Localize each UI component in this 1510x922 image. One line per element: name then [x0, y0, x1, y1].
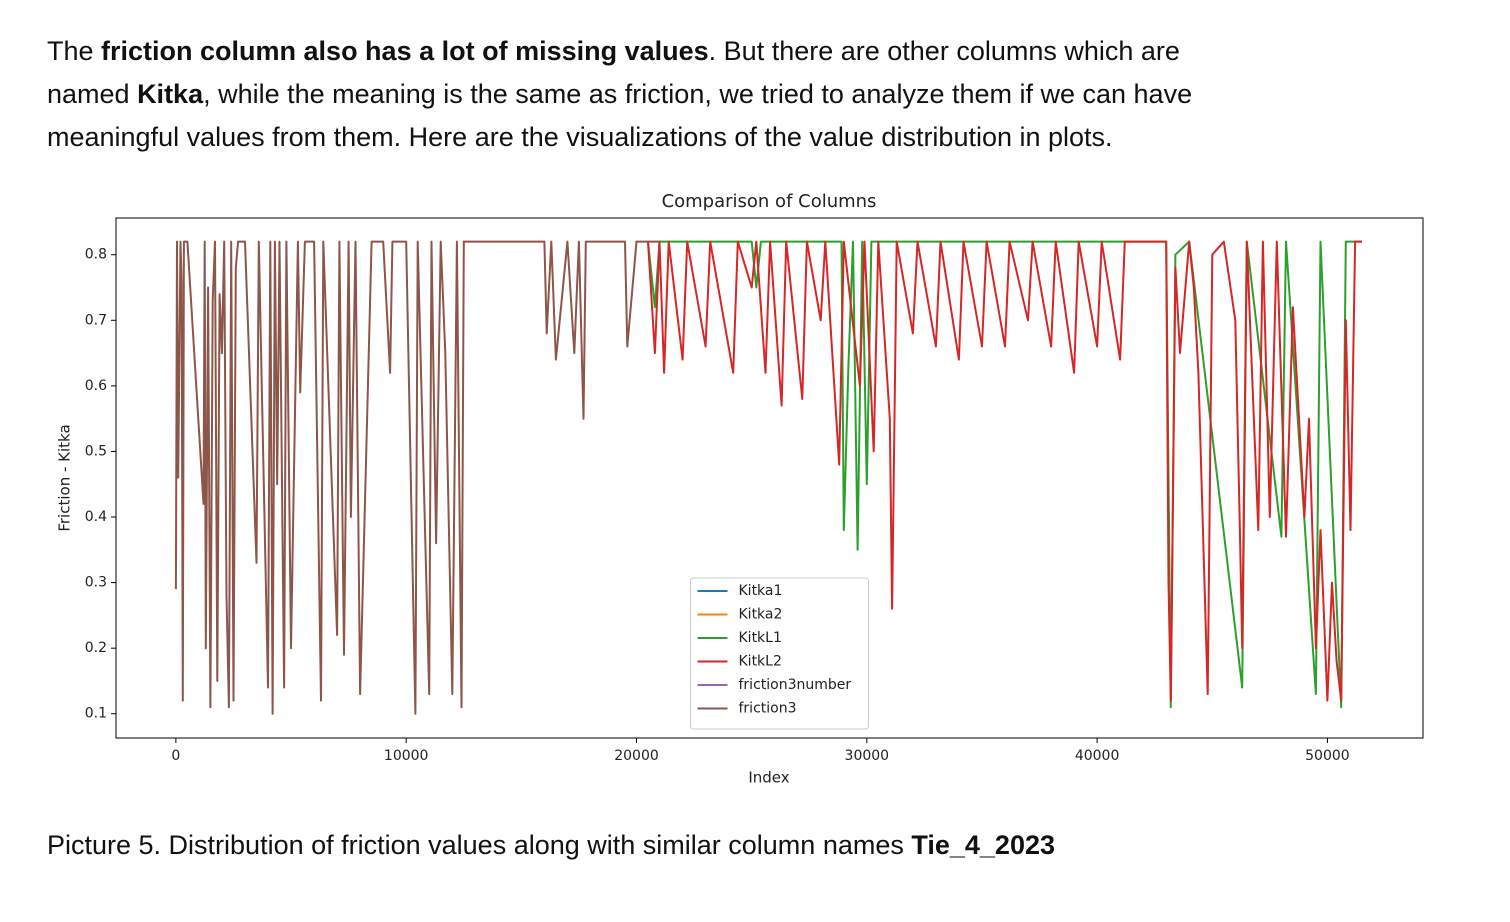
legend-label: friction3number	[739, 677, 852, 693]
y-tick-label: 0.7	[85, 312, 107, 328]
series-line	[174, 240, 660, 715]
plot-frame	[115, 217, 1424, 739]
paragraph: The friction column also has a lot of mi…	[47, 30, 1192, 159]
x-tick-label: 20000	[614, 748, 659, 764]
y-tick-label: 0.5	[85, 443, 107, 459]
x-tick-label: 50000	[1305, 748, 1350, 764]
y-tick-label: 0.1	[85, 706, 107, 722]
legend-label: Kitka2	[739, 607, 783, 623]
chart-title: Comparison of Columns	[662, 191, 877, 212]
text: Picture 5. Distribution of friction valu…	[47, 830, 912, 860]
legend-box	[690, 577, 869, 730]
text: The	[47, 36, 102, 66]
legend-label: Kitka1	[739, 583, 783, 599]
text-line: meaningful values from them. Here are th…	[47, 116, 1192, 159]
legend-label: KitkL2	[739, 654, 782, 670]
text: named	[47, 79, 138, 109]
text: , while the meaning is the same as frict…	[203, 79, 1193, 109]
text-line: named Kitka, while the meaning is the sa…	[47, 73, 1192, 116]
y-tick-label: 0.2	[85, 640, 107, 656]
x-tick-label: 0	[171, 748, 180, 764]
legend-label: KitkL1	[739, 630, 782, 646]
x-tick-label: 40000	[1075, 748, 1120, 764]
bold-text: Tie_4_2023	[911, 830, 1055, 860]
x-tick-label: 30000	[845, 748, 890, 764]
bold-text: Kitka	[137, 79, 204, 109]
y-tick-label: 0.8	[85, 247, 107, 263]
y-tick-label: 0.6	[85, 378, 107, 394]
y-tick-label: 0.3	[85, 575, 107, 591]
legend-label: friction3	[739, 701, 797, 717]
x-tick-label: 10000	[384, 748, 429, 764]
caption: Picture 5. Distribution of friction valu…	[47, 825, 1055, 865]
text: meaningful values from them. Here are th…	[47, 122, 1113, 152]
x-axis-label: Index	[748, 769, 789, 787]
series-line	[647, 240, 1362, 702]
text: . But there are other columns which are	[708, 36, 1180, 66]
text-line: The friction column also has a lot of mi…	[47, 30, 1192, 73]
y-tick-label: 0.4	[85, 509, 107, 525]
y-axis-label: Friction - Kitka	[56, 424, 74, 531]
bold-text: friction column also has a lot of missin…	[101, 36, 709, 66]
